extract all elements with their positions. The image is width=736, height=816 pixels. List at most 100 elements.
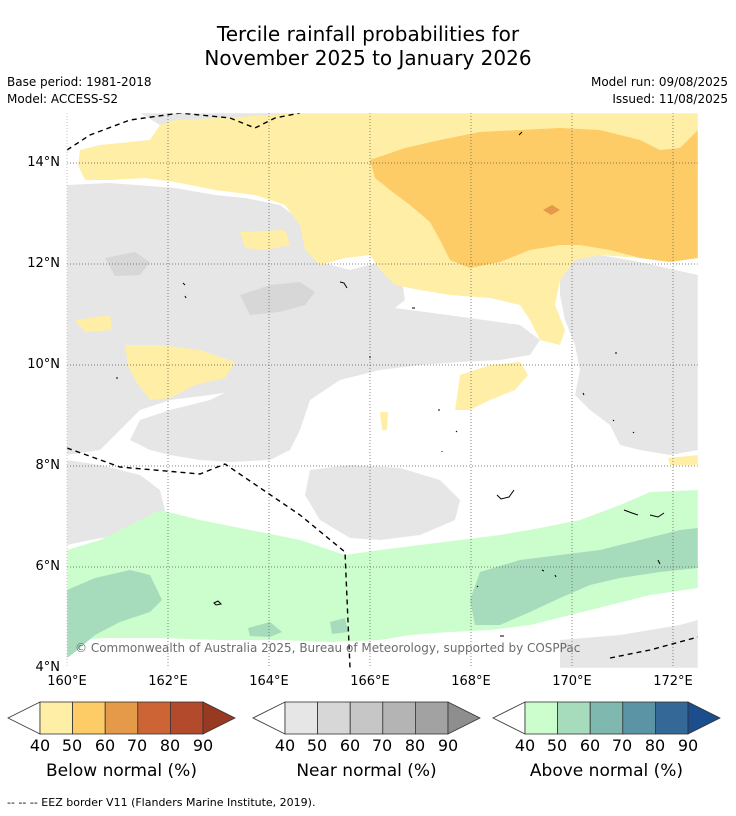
eez-border <box>67 113 698 668</box>
near-normal-50-patch <box>240 282 315 315</box>
colorbar-above-label: 70 <box>611 736 633 755</box>
colorbar-above-title: Above normal (%) <box>529 761 684 781</box>
colorbar-segment <box>622 701 656 735</box>
below-normal-40-patch-a <box>240 230 290 250</box>
colorbar-segment <box>349 701 384 735</box>
colorbar-above-label: 60 <box>579 736 601 755</box>
y-tick-label: 12°N <box>27 256 60 271</box>
island-shape <box>182 282 187 299</box>
copyright-notice: © Commonwealth of Australia 2025, Bureau… <box>75 641 581 655</box>
colorbar-segment <box>284 701 318 735</box>
metadata-right: Model run: 09/08/2025 Issued: 11/08/2025 <box>591 74 728 108</box>
colorbar-near-label: 80 <box>404 736 426 755</box>
eez-border-note: -- -- -- EEZ border V11 (Flanders Marine… <box>7 796 316 809</box>
colorbar-below-label: 70 <box>126 736 148 755</box>
island-shape <box>623 509 665 518</box>
colorbar-segment <box>169 701 204 735</box>
island-shape <box>339 281 348 289</box>
colorbar-below-label: 90 <box>192 736 214 755</box>
colorbar-segment <box>104 701 139 735</box>
near-normal-region-east <box>560 255 698 455</box>
island-shape <box>582 352 635 434</box>
island-shape <box>213 600 223 606</box>
colorbar-near-label: 90 <box>437 736 459 755</box>
above-normal-50-region-east <box>470 528 698 625</box>
below-normal-60-spot <box>543 205 560 215</box>
colorbar-above-label: 90 <box>677 736 699 755</box>
x-tick-label: 160°E <box>47 674 87 689</box>
colorbar-above-upper-arrow <box>687 701 721 735</box>
colorbar-below-lower-arrow <box>7 701 41 735</box>
colorbar-above-segments <box>524 701 689 735</box>
near-normal-region-center <box>130 300 540 462</box>
islands <box>116 131 665 637</box>
island-shape <box>518 131 523 136</box>
y-tick-label: 8°N <box>35 458 61 473</box>
y-tick-label: 10°N <box>27 357 60 372</box>
colorbar-segment <box>137 701 171 735</box>
colorbar-segment <box>524 701 558 735</box>
colorbar-below-label: 40 <box>29 736 51 755</box>
colorbar-near-label: 60 <box>339 736 361 755</box>
issued-label: Issued: 11/08/2025 <box>612 92 728 106</box>
below-normal-40-patch-d <box>455 362 528 410</box>
above-normal-50-region-west <box>67 570 162 658</box>
island-shape <box>476 559 661 588</box>
eez-border-west <box>67 447 351 668</box>
colorbar-near-segments <box>284 701 449 735</box>
colorbar-below-upper-arrow <box>202 701 236 735</box>
x-tick-label: 162°E <box>148 674 188 689</box>
colorbar-above-label: 80 <box>644 736 666 755</box>
colorbar-below-normal <box>7 701 236 735</box>
colorbar-below-segments <box>39 701 204 735</box>
colorbar-above-label: 40 <box>514 736 536 755</box>
near-normal-region-middle <box>305 465 460 540</box>
colorbar-above-label: 50 <box>546 736 568 755</box>
colorbar-segment <box>414 701 449 735</box>
x-tick-label: 170°E <box>552 674 592 689</box>
x-tick-label: 164°E <box>249 674 289 689</box>
map-frame <box>66 112 699 669</box>
below-normal-40-patch-c <box>125 345 235 400</box>
island-shape <box>496 489 515 500</box>
below-normal-40-patch-b <box>75 315 112 332</box>
colorbar-above-lower-arrow <box>492 701 526 735</box>
colorbar-near-title: Near normal (%) <box>296 761 437 781</box>
colorbar-near-label: 70 <box>371 736 393 755</box>
y-tick-label: 6°N <box>35 559 61 574</box>
below-normal-40-patch-e <box>380 412 388 430</box>
island-shape <box>438 409 458 452</box>
below-normal-40-patch-f <box>668 455 698 465</box>
island-shape <box>116 356 371 379</box>
near-normal-region-southeast <box>560 620 698 668</box>
colorbar-segment <box>382 701 416 735</box>
colorbar-near-label: 40 <box>274 736 296 755</box>
model-run-label: Model run: 09/08/2025 <box>590 75 728 89</box>
colorbar-near-upper-arrow <box>447 701 481 735</box>
colorbar-segment <box>557 701 591 735</box>
colorbar-below-label: 80 <box>159 736 181 755</box>
colorbar-below-label: 50 <box>61 736 83 755</box>
eez-border-north <box>67 113 301 151</box>
x-tick-label: 168°E <box>451 674 491 689</box>
title-line-2: November 2025 to January 2026 <box>204 46 532 70</box>
x-tick-label: 172°E <box>653 674 693 689</box>
y-tick-label: 14°N <box>27 155 60 170</box>
chart-title: Tercile rainfall probabilities for Novem… <box>0 22 736 70</box>
colorbar-above-normal <box>492 701 721 735</box>
colorbar-below-label: 60 <box>94 736 116 755</box>
colorbar-segment <box>39 701 73 735</box>
colorbar-near-lower-arrow <box>252 701 286 735</box>
colorbar-near-label: 50 <box>306 736 328 755</box>
metadata-left: Base period: 1981-2018 Model: ACCESS-S2 <box>7 74 152 108</box>
colorbar-segment <box>72 701 106 735</box>
colorbar-segment <box>589 701 624 735</box>
colorbar-below-title: Below normal (%) <box>46 761 197 781</box>
colorbar-near-normal <box>252 701 481 735</box>
title-line-1: Tercile rainfall probabilities for <box>216 22 520 46</box>
model-label: Model: ACCESS-S2 <box>7 92 119 106</box>
above-normal-50-patch-a <box>248 622 282 637</box>
eez-border-east <box>609 636 698 659</box>
base-period-label: Base period: 1981-2018 <box>7 75 152 89</box>
